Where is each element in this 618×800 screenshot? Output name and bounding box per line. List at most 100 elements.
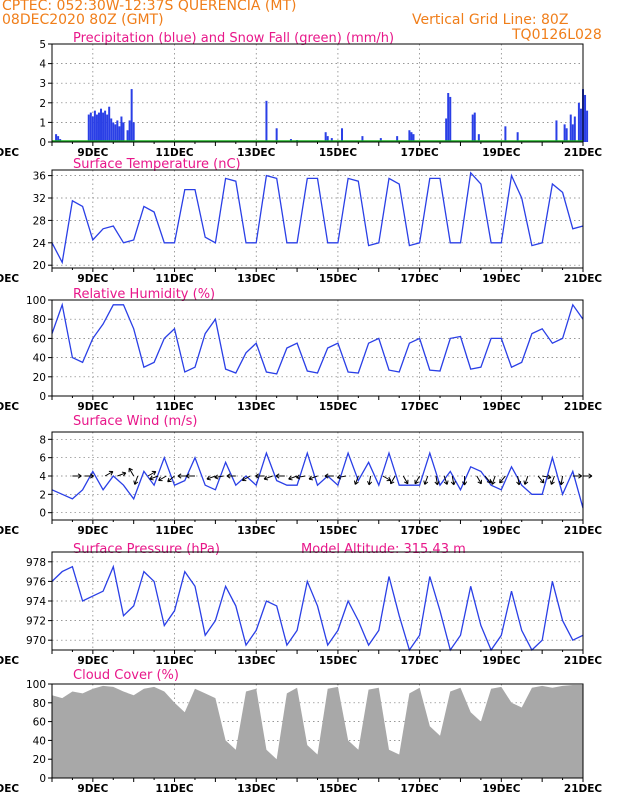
cloud-xtick-label: 23DEC xyxy=(0,783,19,795)
wind-ytick-label: 4 xyxy=(39,471,46,483)
wind-xtick-label: 13DEC xyxy=(237,525,276,537)
wind-xtick-label: 17DEC xyxy=(401,525,440,537)
precip-bar xyxy=(584,94,587,142)
humidity-xtick-label: 21DEC xyxy=(564,401,603,413)
precip-bar xyxy=(410,132,413,142)
wind-arrow xyxy=(214,474,224,480)
humidity-panel: Relative Humidity (%) 0 20 40 60 80 100 9DEC 11D… xyxy=(0,287,602,413)
precip-bar xyxy=(93,110,96,142)
wind-ytick-label: 2 xyxy=(39,489,46,501)
precip-bar xyxy=(275,128,278,142)
precip-bar xyxy=(471,114,474,142)
precipitation-panel: Precipitation (blue) and Snow Fall (gree… xyxy=(0,31,602,159)
precip-bar xyxy=(128,120,131,142)
precip-bar xyxy=(95,114,98,142)
wind-arrow xyxy=(263,475,273,481)
precip-bar xyxy=(573,116,576,142)
pressure-title: Surface Pressure (hPa) xyxy=(73,542,220,557)
pressure-xtick-label: 9DEC xyxy=(77,655,108,667)
precip-bar xyxy=(445,118,448,142)
wind-arrow xyxy=(241,475,251,482)
precip-bar xyxy=(579,108,582,142)
humidity-ytick-label: 20 xyxy=(33,372,46,384)
wind-ytick-label: 0 xyxy=(39,508,46,520)
wind-arrow xyxy=(434,475,440,486)
temperature-frame xyxy=(51,169,584,269)
humidity-ytick-label: 80 xyxy=(33,314,46,326)
precip-bar xyxy=(473,112,476,142)
pressure-ytick-label: 974 xyxy=(26,596,46,608)
precipitation-xtick-label: 15DEC xyxy=(319,147,358,159)
precip-bar xyxy=(565,128,568,142)
pressure-xtick-label: 19DEC xyxy=(482,655,521,667)
precip-bar xyxy=(89,112,92,142)
temperature-xtick-label: 19DEC xyxy=(482,273,521,285)
precip-bar xyxy=(447,93,450,142)
wind-arrow xyxy=(367,475,373,486)
precip-bar xyxy=(361,136,364,142)
humidity-ytick-label: 40 xyxy=(33,353,46,365)
cloud-xtick-label: 19DEC xyxy=(482,783,521,795)
pressure-ytick-label: 970 xyxy=(26,635,46,647)
precip-bar xyxy=(379,138,382,142)
wind-title: Surface Wind (m/s) xyxy=(73,414,197,429)
cloud-ytick-label: 20 xyxy=(33,754,46,766)
precip-bar xyxy=(396,136,399,142)
temperature-line xyxy=(51,171,584,265)
humidity-xtick-label: 17DEC xyxy=(401,401,440,413)
wind-arrow xyxy=(275,473,285,479)
precip-bar xyxy=(555,120,558,142)
humidity-xtick-label: 19DEC xyxy=(482,401,521,413)
wind-arrow xyxy=(559,475,565,486)
precipitation-xtick-label: 19DEC xyxy=(482,147,521,159)
precipitation-ytick-label: 0 xyxy=(39,137,46,149)
wind-arrow xyxy=(461,476,468,486)
precip-bar xyxy=(110,118,113,142)
temperature-panel: Surface Temperature (nC) 20 24 28 32 36 9DEC 11… xyxy=(0,157,602,285)
temperature-xtick-label: 9DEC xyxy=(77,273,108,285)
precip-bar xyxy=(569,114,572,142)
humidity-xtick-label: 11DEC xyxy=(155,401,194,413)
precip-bar xyxy=(91,116,94,142)
pressure-ytick-label: 972 xyxy=(26,616,46,628)
temperature-xtick-label: 13DEC xyxy=(237,273,276,285)
pressure-annotation: Model Altitude: 315.43 m xyxy=(301,542,466,557)
pressure-ytick-label: 976 xyxy=(26,576,46,588)
precip-bar xyxy=(106,114,109,142)
wind-arrow xyxy=(523,475,529,485)
precip-bar xyxy=(577,102,580,142)
pressure-xtick-label: 11DEC xyxy=(155,655,194,667)
precip-bar xyxy=(116,120,119,142)
wind-arrow xyxy=(572,473,583,479)
cloud-ytick-label: 40 xyxy=(33,735,46,747)
cloud-xtick-label: 17DEC xyxy=(401,783,440,795)
wind-arrow xyxy=(147,470,157,477)
precipitation-xtick-label: 23DEC xyxy=(0,147,19,159)
humidity-ytick-label: 100 xyxy=(26,295,46,307)
wind-arrow xyxy=(104,470,114,477)
wind-arrow xyxy=(158,475,167,482)
precip-bar xyxy=(118,126,121,142)
precip-bar xyxy=(516,132,519,142)
wind-arrow xyxy=(226,473,236,479)
precip-bar xyxy=(330,138,333,142)
wind-xtick-label: 21DEC xyxy=(564,525,603,537)
wind-xtick-label: 11DEC xyxy=(155,525,194,537)
wind-arrow xyxy=(84,473,94,479)
cloud-xtick-label: 15DEC xyxy=(319,783,358,795)
wind-arrow xyxy=(324,473,334,479)
precipitation-title: Precipitation (blue) and Snow Fall (gree… xyxy=(73,31,394,46)
temperature-xtick-label: 23DEC xyxy=(0,273,19,285)
wind-arrow xyxy=(583,473,593,479)
wind-ytick-label: 6 xyxy=(39,453,46,465)
cloud-xtick-label: 21DEC xyxy=(564,783,603,795)
precipitation-ytick-label: 2 xyxy=(39,98,46,110)
precip-bar xyxy=(108,106,111,142)
pressure-xtick-label: 13DEC xyxy=(237,655,276,667)
precip-bar xyxy=(412,134,415,142)
wind-line xyxy=(51,450,584,509)
precip-bar xyxy=(324,132,327,142)
temperature-ytick-label: 20 xyxy=(33,260,46,272)
